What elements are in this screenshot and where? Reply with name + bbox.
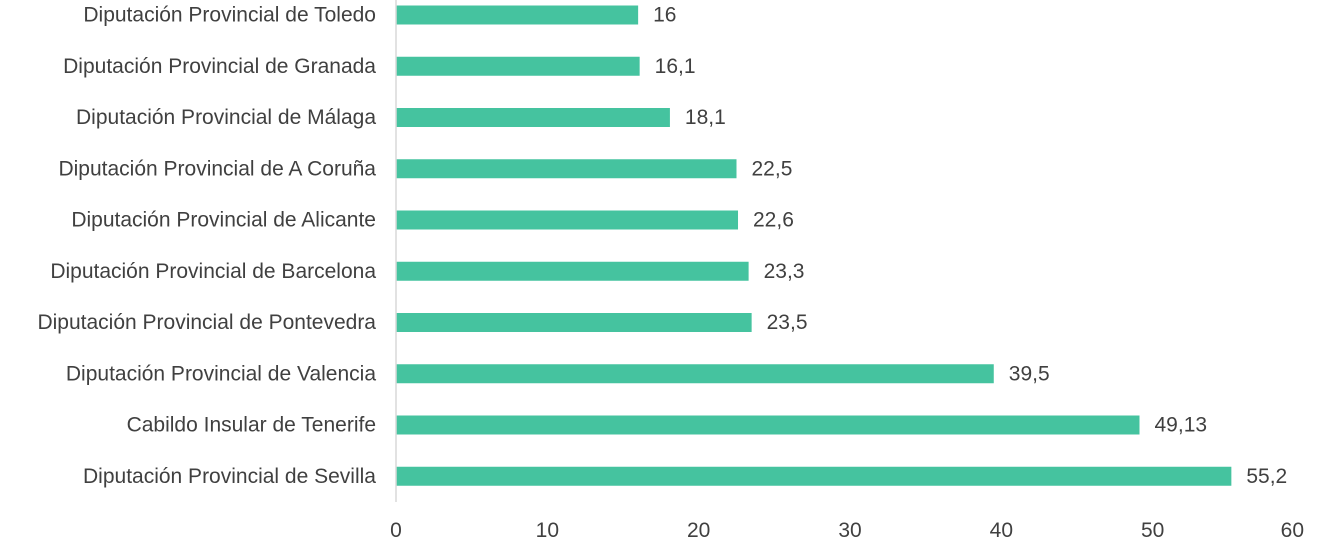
x-tick-label: 50 xyxy=(1141,519,1164,542)
x-tick-label: 20 xyxy=(687,519,710,542)
category-label: Diputación Provincial de Pontevedra xyxy=(37,311,376,334)
x-tick-label: 30 xyxy=(838,519,861,542)
category-label: Diputación Provincial de A Coruña xyxy=(58,157,376,180)
bar xyxy=(396,210,739,230)
data-label: 23,5 xyxy=(767,311,808,334)
x-tick-label: 60 xyxy=(1281,519,1304,542)
category-label: Diputación Provincial de Málaga xyxy=(76,106,376,129)
category-label: Diputación Provincial de Valencia xyxy=(66,362,376,385)
bar xyxy=(396,5,639,25)
data-label: 22,6 xyxy=(753,209,794,232)
bar xyxy=(396,159,737,179)
data-label: 22,5 xyxy=(752,157,793,180)
bar xyxy=(396,56,640,76)
data-label: 55,2 xyxy=(1246,465,1287,488)
data-label: 18,1 xyxy=(685,106,726,129)
bar xyxy=(396,313,752,332)
category-label: Diputación Provincial de Toledo xyxy=(83,4,376,27)
category-label: Diputación Provincial de Sevilla xyxy=(83,465,376,488)
bar xyxy=(396,364,994,384)
category-label: Diputación Provincial de Alicante xyxy=(71,209,376,232)
x-axis-ticks: 0 10 20 30 40 50 60 xyxy=(390,519,1304,542)
x-tick-label: 10 xyxy=(536,519,559,542)
data-label: 16,1 xyxy=(655,55,696,78)
bars-group xyxy=(396,5,1232,486)
value-labels: 16 16,1 18,1 22,5 22,6 23,3 23,5 39,5 49,13 55,2 xyxy=(653,4,1287,488)
data-label: 16 xyxy=(653,4,676,27)
category-labels: Diputación Provincial de Toledo Diputació… xyxy=(37,4,376,488)
data-label: 49,13 xyxy=(1155,414,1208,437)
category-label: Diputación Provincial de Barcelona xyxy=(50,260,376,283)
category-label: Diputación Provincial de Granada xyxy=(63,55,376,78)
bar xyxy=(396,108,670,127)
data-label: 23,3 xyxy=(764,260,805,283)
x-tick-label: 40 xyxy=(990,519,1013,542)
x-tick-label: 0 xyxy=(390,519,402,542)
bar xyxy=(396,261,749,281)
bar xyxy=(396,415,1140,435)
data-label: 39,5 xyxy=(1009,362,1050,385)
category-label: Cabildo Insular de Tenerife xyxy=(127,414,376,437)
bar xyxy=(396,466,1232,486)
